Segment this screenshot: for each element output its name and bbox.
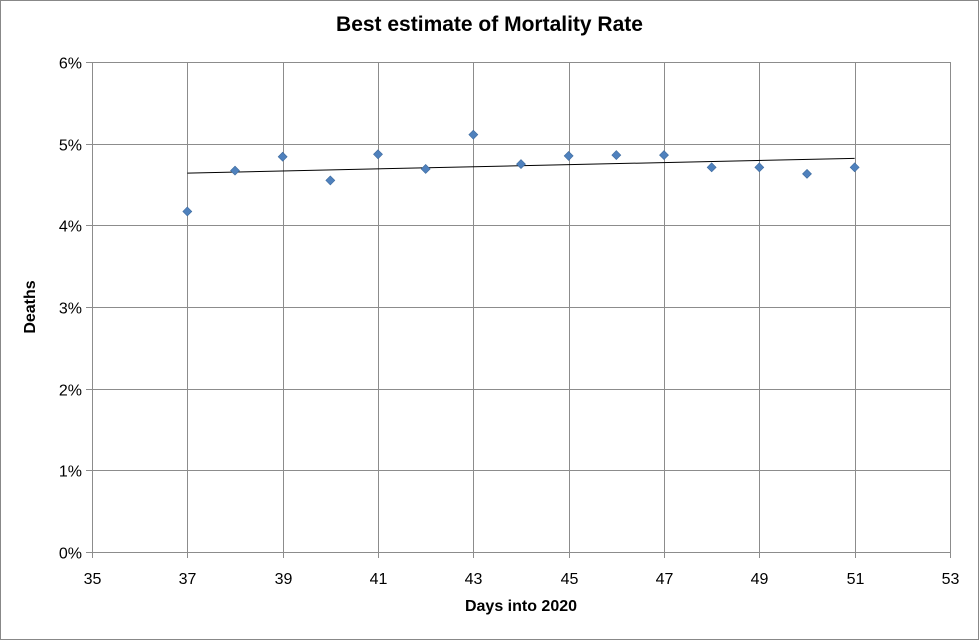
x-tick-label: 35 xyxy=(84,571,102,588)
data-point xyxy=(611,150,622,161)
x-tick-label: 39 xyxy=(275,571,293,588)
data-point xyxy=(373,149,383,160)
data-point xyxy=(182,206,193,217)
data-point xyxy=(659,150,669,161)
data-point xyxy=(468,129,479,140)
y-tick-label: 2% xyxy=(59,383,82,400)
data-point xyxy=(516,159,526,170)
y-tick-label: 1% xyxy=(59,464,82,481)
x-tick-label: 41 xyxy=(370,571,388,588)
y-tick-labels: 0% 1% 2% 3% 4% 5% 6% xyxy=(59,56,82,563)
x-tick-label: 47 xyxy=(656,571,674,588)
x-tick-labels: 35 37 39 41 43 45 47 49 51 53 xyxy=(84,571,960,588)
data-point xyxy=(230,165,240,176)
chart-title: Best estimate of Mortality Rate xyxy=(336,13,643,36)
data-point xyxy=(420,164,431,174)
y-tick-label: 3% xyxy=(59,301,82,318)
y-tick-label: 6% xyxy=(59,56,82,73)
gridlines xyxy=(92,62,951,552)
y-tick-label: 5% xyxy=(59,138,82,155)
x-tick-label: 43 xyxy=(465,571,483,588)
y-tick-label: 0% xyxy=(59,546,82,563)
data-point xyxy=(802,168,812,179)
x-tick-label: 49 xyxy=(751,571,769,588)
axes xyxy=(86,62,951,558)
data-point xyxy=(706,162,717,173)
x-tick-label: 51 xyxy=(847,571,865,588)
data-point xyxy=(277,151,288,162)
y-tick-label: 4% xyxy=(59,219,82,236)
data-points xyxy=(182,129,860,217)
data-point xyxy=(754,162,765,173)
data-point xyxy=(325,175,336,186)
data-point xyxy=(849,162,860,173)
data-point xyxy=(563,150,574,161)
x-tick-label: 45 xyxy=(561,571,579,588)
x-tick-label: 53 xyxy=(942,571,960,588)
x-tick-label: 37 xyxy=(179,571,197,588)
x-axis-label: Days into 2020 xyxy=(464,598,578,615)
